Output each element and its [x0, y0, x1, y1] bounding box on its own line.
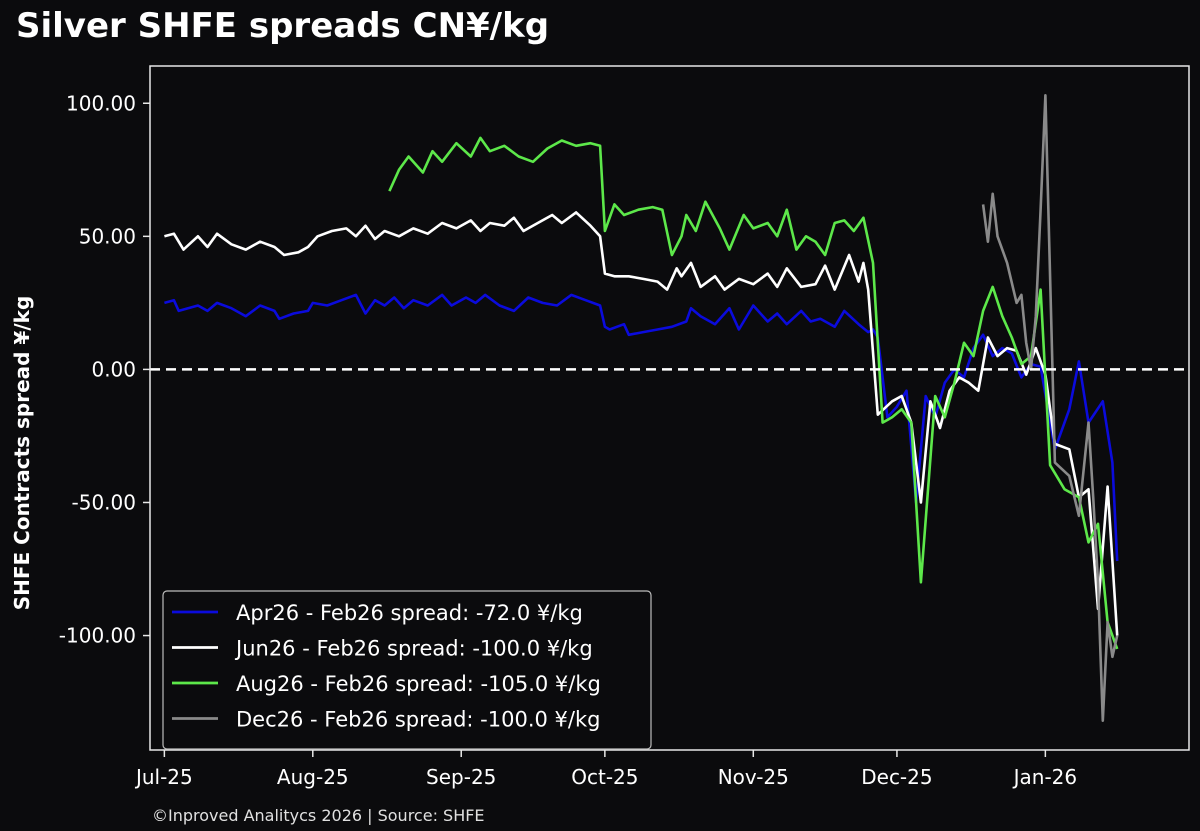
legend: Apr26 - Feb26 spread: -72.0 ¥/kg Jun26 - …: [162, 590, 652, 750]
y-tick-label: -100.00: [59, 624, 136, 648]
x-tick-label: Dec-25: [861, 765, 932, 789]
legend-entry: Aug26 - Feb26 spread: -105.0 ¥/kg: [236, 672, 601, 696]
x-tick-label: Oct-25: [571, 765, 638, 789]
x-axis: Jul-25 Aug-25 Sep-25 Oct-25 Nov-25 Dec-25 Jan-…: [134, 750, 1077, 789]
legend-box: [162, 590, 652, 750]
x-tick-label: Jan-26: [1012, 765, 1078, 789]
legend-entry: Apr26 - Feb26 spread: -72.0 ¥/kg: [236, 601, 583, 625]
x-tick-label: Jul-25: [134, 765, 193, 789]
series-line-jun26-feb26: [164, 211, 1119, 636]
source-footer: ©Inproved Analitycs 2026 | Source: SHFE: [152, 806, 485, 825]
x-tick-label: Aug-25: [277, 765, 349, 789]
series-line-aug26-feb26: [388, 136, 1119, 650]
y-tick-label: -50.00: [72, 490, 136, 514]
y-tick-label: 100.00: [66, 91, 136, 115]
legend-entry: Jun26 - Feb26 spread: -100.0 ¥/kg: [234, 637, 593, 661]
y-tick-label: 0.00: [91, 357, 136, 381]
series-line-dec26-feb26: [981, 94, 1119, 722]
y-tick-label: 50.00: [79, 224, 136, 248]
plot-frame: [149, 65, 1190, 751]
series-layer: [164, 94, 1119, 722]
legend-entry: Dec26 - Feb26 spread: -100.0 ¥/kg: [236, 708, 600, 732]
chart-title: Silver SHFE spreads CN¥/kg: [16, 6, 550, 46]
series-line-apr26-feb26: [164, 293, 1119, 562]
x-tick-label: Sep-25: [426, 765, 496, 789]
y-axis-label: SHFE Contracts spread ¥/kg: [10, 296, 34, 611]
y-axis: 100.00 50.00 0.00 -50.00 -100.00: [59, 91, 150, 648]
x-tick-label: Nov-25: [718, 765, 789, 789]
